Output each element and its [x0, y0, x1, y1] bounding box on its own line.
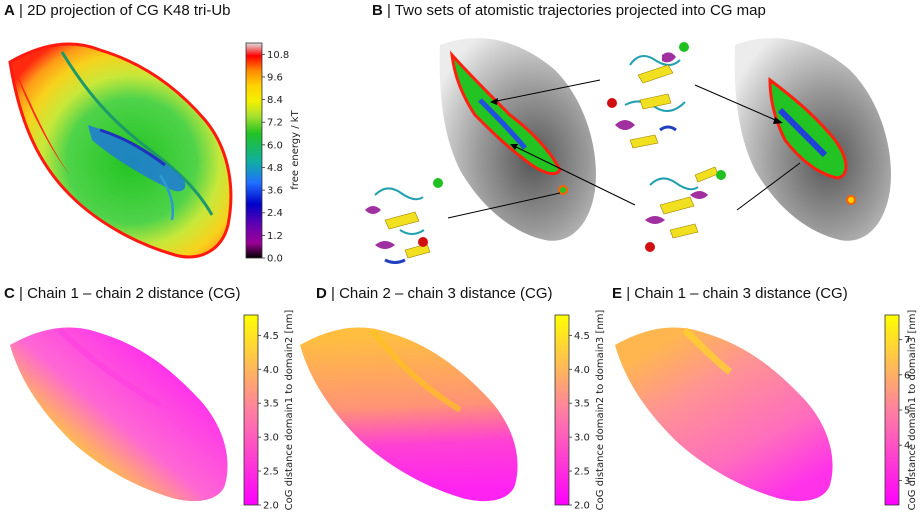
panel-a-colorbar: free energy / kT 0.0 1.2 2.4 3.6 4.8 6.0 7.2 8.… — [245, 42, 301, 265]
colorbar-tick-label: 1.2 — [267, 231, 283, 242]
panel-d-heatmap — [300, 327, 518, 502]
colorbar-tick-label: 4.5 — [574, 331, 590, 342]
panel-a-title: A | 2D projection of CG K48 tri-Ub — [4, 2, 231, 19]
panel-c-colorbar-bar — [243, 314, 259, 506]
panel-b-maps — [365, 38, 891, 264]
panel-e-title: E | Chain 1 – chain 3 distance (CG) — [612, 285, 848, 302]
colorbar-tick-label: 4.8 — [267, 163, 283, 174]
panel-d-colorbar: CoG distance domain2 to domain3 [nm] 2.0… — [554, 310, 606, 512]
panel-c-colorbar: CoG distance domain1 to domain2 [nm] 2.0… — [243, 310, 295, 512]
panel-c-colorbar-ticks: 2.0 2.5 3.0 3.5 4.0 4.5 — [258, 331, 279, 512]
panel-b-small-spot-left — [558, 185, 568, 195]
panel-a-colorbar-bar — [245, 42, 263, 259]
panel-e-landscape — [615, 327, 833, 502]
colorbar-tick-label: 10.8 — [267, 50, 289, 61]
panel-e-streak — [682, 327, 733, 375]
panel-d-colorbar-bar — [554, 314, 570, 506]
colorbar-tick-label: 0.0 — [267, 254, 283, 265]
panel-b-arrow-5 — [447, 192, 561, 219]
colorbar-tick-label: 4.0 — [263, 365, 279, 376]
colorbar-tick-label: 6 — [904, 370, 910, 381]
colorbar-tick-label: 5 — [904, 406, 910, 417]
colorbar-tick-label: 3.0 — [574, 433, 590, 444]
colorbar-tick-label: 4.5 — [263, 331, 279, 342]
panel-b-arrow-2-head — [773, 117, 783, 124]
panel-a-colorbar-label: free energy / kT — [290, 109, 301, 189]
panel-b-arrow-3 — [511, 144, 636, 206]
panel-a-basin-2 — [158, 174, 175, 221]
panel-d-colorbar-ticks: 2.0 2.5 3.0 3.5 4.0 4.5 — [569, 331, 590, 512]
panel-b-traj-left-core — [478, 98, 527, 150]
colorbar-tick-label: 2.4 — [267, 208, 283, 219]
panel-b-traj-right — [768, 76, 848, 180]
panel-a-heatmap — [8, 42, 233, 259]
colorbar-tick-label: 2.0 — [263, 501, 279, 512]
panel-c-colorbar-label: CoG distance domain1 to domain2 [nm] — [284, 310, 295, 511]
panel-c-title: C | Chain 1 – chain 2 distance (CG) — [4, 285, 241, 302]
panel-b-traj-right-core — [777, 107, 828, 158]
colorbar-tick-label: 9.6 — [267, 72, 283, 83]
protein-structure-top — [607, 42, 689, 149]
colorbar-tick-label: 4.0 — [574, 365, 590, 376]
panel-d-streak — [369, 328, 462, 413]
panel-b-title: B | Two sets of atomistic trajectories p… — [372, 2, 766, 19]
panel-b-arrow-4 — [736, 162, 801, 211]
panel-b-arrow-3-head — [510, 144, 518, 150]
colorbar-tick-label: 3 — [904, 476, 910, 487]
colorbar-tick-label: 7.2 — [267, 118, 283, 129]
colorbar-tick-label: 7 — [904, 335, 910, 346]
panel-a-colorbar-ticks: 0.0 1.2 2.4 3.6 4.8 6.0 7.2 8.4 9.6 10.8 — [262, 50, 289, 265]
panel-c-streak — [57, 327, 162, 408]
panel-e-colorbar-bar — [884, 314, 900, 506]
panel-a-ridge — [60, 51, 214, 216]
panel-e-colorbar: 3 4 5 6 7 — [884, 314, 910, 506]
colorbar-tick-label: 3.0 — [263, 433, 279, 444]
panel-e-heatmap — [615, 327, 833, 502]
panel-b-small-spot-right — [846, 195, 856, 205]
colorbar-tick-label: 8.4 — [267, 95, 283, 106]
colorbar-tick-label: 2.0 — [574, 501, 590, 512]
panel-b-arrow-1 — [491, 79, 601, 103]
panel-c-heatmap — [10, 327, 228, 502]
panel-b-traj-left — [449, 50, 562, 176]
protein-structure-bottom — [645, 166, 726, 252]
colorbar-tick-label: 6.0 — [267, 140, 283, 151]
panel-d-landscape — [300, 327, 518, 502]
colorbar-tick-label: 3.6 — [267, 186, 283, 197]
panel-b-arrow-1-head — [490, 98, 498, 105]
panel-a-deep-basin — [99, 128, 166, 167]
colorbar-tick-label: 2.5 — [574, 467, 590, 478]
colorbar-tick-label: 4 — [904, 441, 910, 452]
panel-b-arrow-2 — [694, 84, 781, 123]
colorbar-tick-label: 2.5 — [263, 467, 279, 478]
colorbar-tick-label: 3.5 — [263, 399, 279, 410]
colorbar-tick-label: 3.5 — [574, 399, 590, 410]
panel-d-title: D | Chain 2 – chain 3 distance (CG) — [316, 285, 553, 302]
protein-structure-left — [365, 178, 443, 264]
panel-c-landscape — [10, 327, 228, 502]
panel-e-colorbar-ticks: 3 4 5 6 7 — [899, 335, 910, 487]
panel-d-colorbar-label: CoG distance domain2 to domain3 [nm] — [595, 310, 606, 511]
